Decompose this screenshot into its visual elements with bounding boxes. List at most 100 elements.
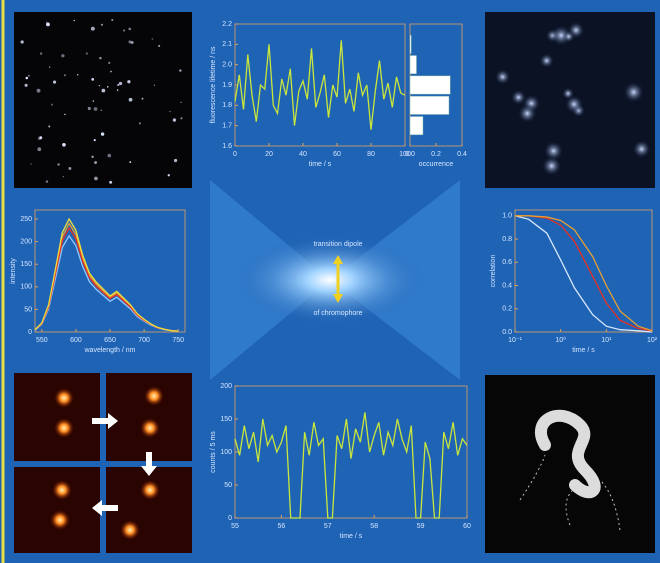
- y-axis-label: fluorescence lifetime / ns: [210, 46, 217, 124]
- spot: [129, 98, 133, 102]
- spot: [102, 89, 106, 93]
- spot: [63, 176, 64, 177]
- spot: [127, 80, 130, 83]
- spot: [107, 86, 109, 88]
- image-panel: [14, 12, 192, 188]
- spot: [77, 74, 78, 75]
- spot: [57, 163, 60, 166]
- y-tick-label: 2.1: [222, 41, 232, 48]
- y-tick-label: 1.6: [222, 143, 232, 150]
- spot: [173, 118, 176, 121]
- spot: [101, 132, 104, 135]
- y-tick-label: 250: [20, 216, 32, 223]
- x-tick-label: 10⁰: [555, 336, 566, 344]
- spot: [39, 136, 42, 139]
- x-tick-label: 20: [265, 151, 273, 158]
- x-tick-label: 600: [70, 337, 82, 344]
- y-axis-label: counts / 5 ms: [210, 431, 217, 473]
- x-tick-label: 0: [233, 151, 237, 158]
- x-axis-label: occurrence: [419, 161, 454, 168]
- spot: [128, 28, 131, 31]
- y-tick-label: 0: [228, 515, 232, 522]
- spot: [52, 480, 72, 500]
- spot: [140, 480, 160, 500]
- y-tick-label: 0.4: [502, 282, 512, 289]
- spot: [117, 84, 119, 86]
- spot: [46, 22, 50, 26]
- x-tick-label: 57: [324, 523, 332, 530]
- spot: [633, 140, 651, 158]
- spot: [54, 418, 74, 438]
- spot: [94, 139, 96, 141]
- x-tick-label: 40: [299, 151, 307, 158]
- spot: [94, 161, 97, 164]
- x-tick-label: 58: [370, 523, 378, 530]
- spot: [108, 62, 110, 64]
- spot: [21, 40, 24, 43]
- spot: [180, 117, 182, 119]
- spot: [46, 180, 48, 182]
- spot: [129, 161, 131, 163]
- spot: [51, 104, 53, 106]
- spot: [93, 100, 94, 101]
- spot: [539, 53, 553, 67]
- spot: [91, 78, 94, 81]
- spot: [91, 27, 95, 31]
- spot: [174, 159, 177, 162]
- spot: [64, 74, 66, 76]
- spot: [25, 84, 28, 87]
- x-tick-label: 55: [231, 523, 239, 530]
- y-axis-label: correlation: [490, 255, 497, 288]
- spot: [110, 71, 112, 73]
- image-panel: [485, 375, 655, 553]
- y-tick-label: 1.8: [222, 102, 232, 109]
- spot: [109, 181, 112, 184]
- spot: [152, 38, 154, 40]
- y-tick-label: 2.2: [222, 21, 232, 28]
- spot: [142, 98, 144, 100]
- spot: [111, 19, 113, 21]
- x-tick-label: 60: [333, 151, 341, 158]
- spot: [94, 177, 98, 181]
- y-tick-label: 1.9: [222, 82, 232, 89]
- spot: [495, 69, 510, 84]
- x-tick-label: 550: [36, 337, 48, 344]
- y-tick-label: 1.7: [222, 123, 232, 130]
- spot: [169, 111, 170, 112]
- x-tick-label: 56: [278, 523, 286, 530]
- spot: [50, 510, 70, 530]
- x-tick-label: 0.4: [457, 151, 467, 158]
- center-label: transition dipole: [313, 241, 362, 248]
- x-tick-label: 650: [104, 337, 116, 344]
- spot: [158, 45, 160, 47]
- bar: [410, 117, 423, 135]
- bar: [410, 76, 450, 94]
- x-tick-label: 0.0: [405, 151, 415, 158]
- spot: [101, 24, 103, 26]
- spot: [180, 102, 181, 103]
- x-axis-label: time / s: [340, 533, 363, 540]
- spot: [86, 52, 88, 54]
- spot: [64, 114, 66, 116]
- y-tick-label: 0.6: [502, 259, 512, 266]
- x-tick-label: 10⁻¹: [508, 337, 522, 344]
- y-tick-label: 0: [28, 329, 32, 336]
- y-tick-label: 0.8: [502, 236, 512, 243]
- spot: [562, 88, 574, 100]
- spot: [518, 104, 537, 123]
- spot: [74, 20, 75, 21]
- y-tick-label: 100: [220, 449, 232, 456]
- bar: [410, 35, 411, 53]
- x-tick-label: 700: [138, 337, 150, 344]
- bar: [410, 56, 417, 74]
- y-tick-label: 150: [220, 416, 232, 423]
- x-axis-label: time / s: [309, 161, 332, 168]
- y-tick-label: 200: [20, 238, 32, 245]
- y-tick-label: 1.0: [502, 213, 512, 220]
- spot: [140, 418, 160, 438]
- spot: [26, 77, 29, 80]
- spot: [168, 174, 170, 176]
- spot: [91, 156, 93, 158]
- spot: [68, 167, 71, 170]
- spot: [119, 82, 122, 85]
